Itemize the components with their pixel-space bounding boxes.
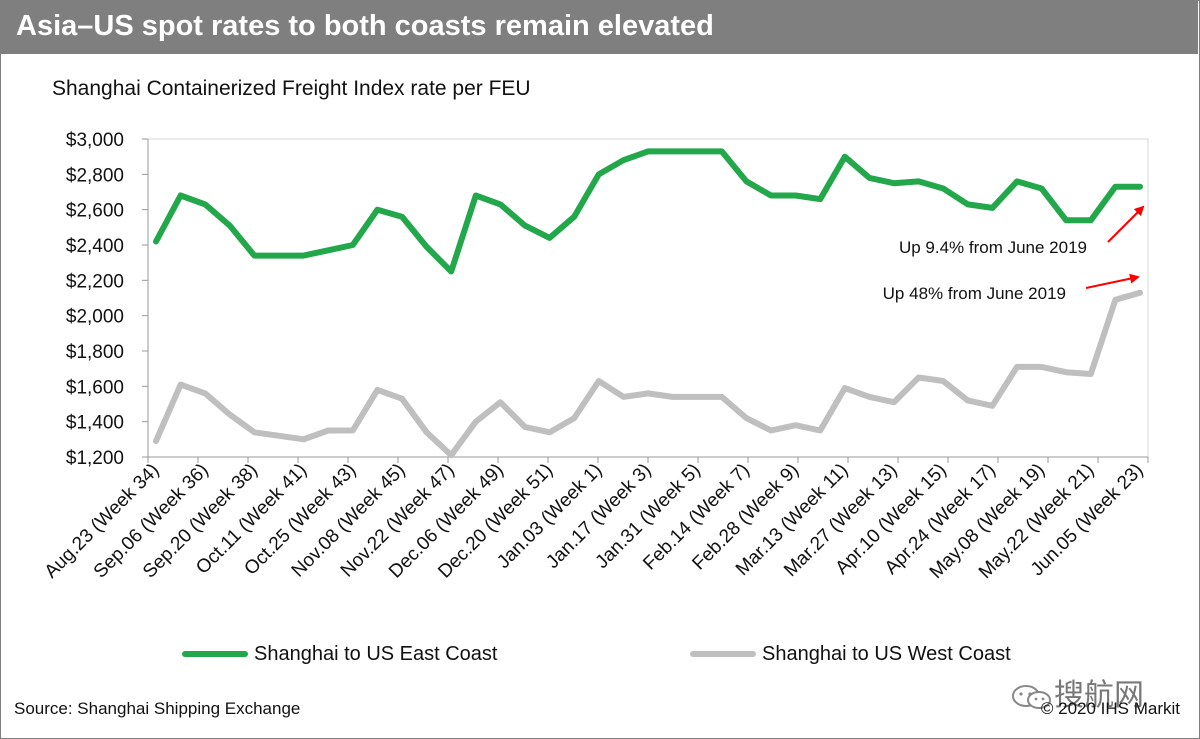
y-tick-label: $2,600: [66, 201, 124, 222]
series-line-west-coast: [153, 289, 1143, 459]
y-tick-label: $1,200: [66, 448, 124, 469]
y-tick-label: $1,600: [66, 377, 124, 398]
y-tick-label: $1,400: [66, 413, 124, 434]
annotation-east-coast: Up 9.4% from June 2019: [899, 238, 1087, 257]
annotation-arrow-west-coast: [1085, 273, 1140, 289]
legend-swatch-east-coast: [182, 651, 248, 657]
y-tick-label: $2,800: [66, 165, 124, 186]
legend-item-east-coast: Shanghai to US East Coast: [182, 640, 497, 668]
watermark-text: 搜航网: [1054, 679, 1144, 712]
chart-subtitle: Shanghai Containerized Freight Index rat…: [52, 77, 531, 100]
copyright-note: © 2020 IHS Markit: [1040, 699, 1180, 718]
annotation-west-coast: Up 48% from June 2019: [883, 284, 1066, 303]
legend-label-east-coast: Shanghai to US East Coast: [254, 642, 498, 665]
page-title: Asia–US spot rates to both coasts remain…: [16, 10, 714, 42]
series-line-east-coast: [153, 148, 1143, 275]
y-tick-label: $2,000: [66, 307, 124, 328]
source-note: Source: Shanghai Shipping Exchange: [14, 699, 301, 718]
legend-item-west-coast: Shanghai to US West Coast: [690, 640, 1011, 668]
watermark: 搜航网: [1010, 670, 1144, 714]
y-tick-label: $1,800: [66, 342, 124, 363]
y-tick-label: $3,000: [66, 130, 124, 151]
annotation-arrow-east-coast: [1107, 205, 1145, 243]
y-tick-label: $2,200: [66, 271, 124, 292]
legend-label-west-coast: Shanghai to US West Coast: [762, 642, 1011, 665]
legend-swatch-west-coast: [690, 651, 756, 657]
wechat-icon: [1012, 685, 1051, 710]
y-tick-label: $2,400: [66, 236, 124, 257]
title-bar: Asia–US spot rates to both coasts remain…: [0, 0, 1198, 54]
